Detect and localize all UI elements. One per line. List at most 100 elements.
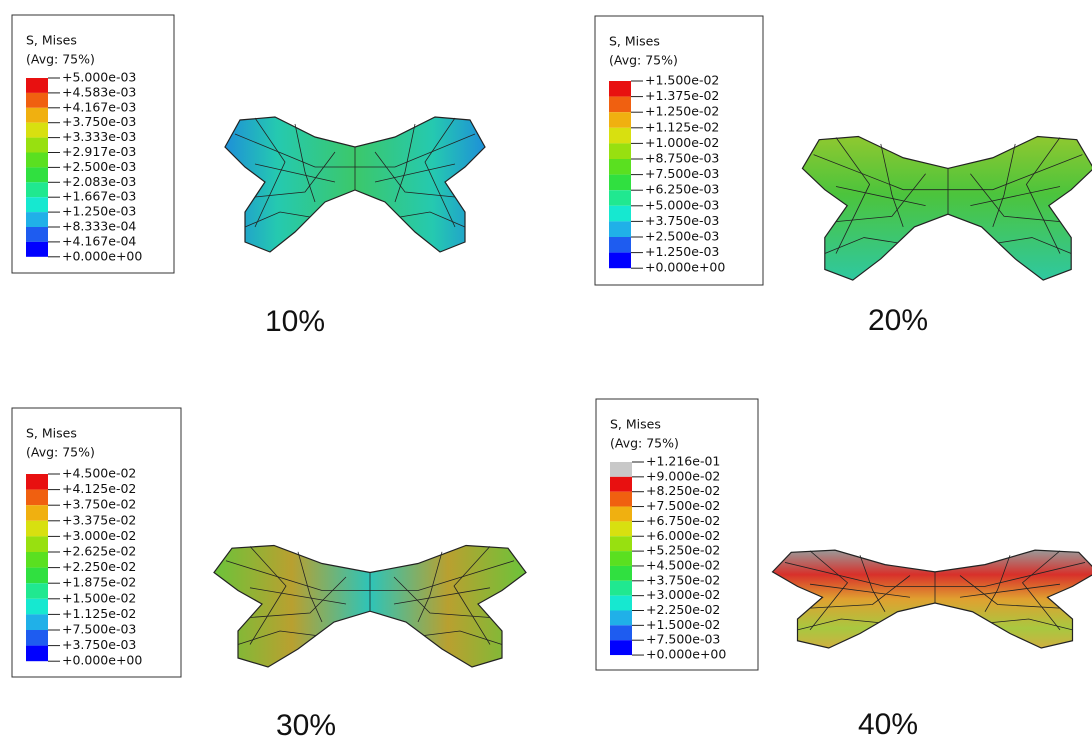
legend-label: +3.750e-02 bbox=[62, 497, 136, 512]
color-swatch bbox=[26, 242, 48, 257]
color-swatch bbox=[610, 521, 632, 536]
legend-label: +1.875e-02 bbox=[62, 575, 136, 590]
legend-title: S, Mises bbox=[26, 33, 77, 48]
legend-label: +1.250e-03 bbox=[62, 204, 136, 219]
legend-label: +1.125e-02 bbox=[645, 119, 719, 134]
color-swatch bbox=[610, 536, 632, 551]
legend-label: +7.500e-03 bbox=[646, 632, 720, 647]
legend-label: +3.750e-03 bbox=[62, 637, 136, 652]
color-swatch bbox=[26, 182, 48, 197]
color-swatch bbox=[609, 253, 631, 269]
legend-label: +6.750e-02 bbox=[646, 513, 720, 528]
color-swatch bbox=[609, 206, 631, 222]
legend-label: +6.000e-02 bbox=[646, 528, 720, 543]
caption: 10% bbox=[265, 305, 325, 338]
legend-label: +5.250e-02 bbox=[646, 543, 720, 558]
color-swatch bbox=[26, 474, 48, 490]
color-swatch bbox=[610, 566, 632, 581]
color-swatch bbox=[609, 128, 631, 144]
legend-label: +1.500e-02 bbox=[645, 73, 719, 88]
legend-title: S, Mises bbox=[26, 426, 77, 441]
legend-subtitle: (Avg: 75%) bbox=[26, 445, 95, 460]
legend-label: +2.917e-03 bbox=[62, 144, 136, 159]
legend-label: +4.167e-03 bbox=[62, 99, 136, 114]
color-swatch bbox=[609, 159, 631, 175]
caption: 30% bbox=[276, 709, 336, 740]
legend-title: S, Mises bbox=[609, 34, 660, 49]
legend-label: +1.125e-02 bbox=[62, 606, 136, 621]
legend-label: +3.750e-03 bbox=[62, 114, 136, 129]
legend-label: +1.500e-02 bbox=[646, 617, 720, 632]
color-swatch bbox=[609, 112, 631, 128]
color-swatch bbox=[610, 492, 632, 507]
color-swatch bbox=[609, 175, 631, 191]
legend-subtitle: (Avg: 75%) bbox=[26, 52, 95, 67]
color-swatch bbox=[610, 462, 632, 477]
legend-label: +8.333e-04 bbox=[62, 219, 136, 234]
color-swatch bbox=[26, 212, 48, 227]
mesh-shape bbox=[802, 136, 1092, 280]
legend-label: +8.250e-02 bbox=[646, 483, 720, 498]
legend-label: +1.667e-03 bbox=[62, 189, 136, 204]
color-swatch bbox=[26, 599, 48, 615]
legend-label: +1.250e-03 bbox=[645, 244, 719, 259]
color-swatch bbox=[26, 138, 48, 153]
color-swatch bbox=[609, 190, 631, 206]
color-swatch bbox=[26, 78, 48, 93]
color-swatch bbox=[26, 227, 48, 242]
legend-label: +3.375e-02 bbox=[62, 512, 136, 527]
mesh-shape bbox=[773, 550, 1092, 648]
legend-label: +0.000e+00 bbox=[646, 647, 726, 662]
color-swatch bbox=[26, 552, 48, 568]
color-swatch bbox=[610, 551, 632, 566]
legend-label: +2.500e-03 bbox=[62, 159, 136, 174]
legend-label: +2.500e-03 bbox=[645, 229, 719, 244]
color-swatch bbox=[610, 581, 632, 596]
color-swatch bbox=[609, 81, 631, 97]
legend-label: +5.000e-03 bbox=[62, 70, 136, 85]
legend-label: +0.000e+00 bbox=[62, 248, 142, 263]
legend-label: +4.500e-02 bbox=[646, 557, 720, 572]
color-swatch bbox=[26, 536, 48, 552]
color-swatch bbox=[26, 153, 48, 168]
legend-label: +8.750e-03 bbox=[645, 151, 719, 166]
color-swatch bbox=[609, 221, 631, 237]
legend-label: +4.583e-03 bbox=[62, 84, 136, 99]
legend-label: +3.000e-02 bbox=[62, 528, 136, 543]
color-swatch bbox=[610, 625, 632, 640]
color-swatch bbox=[26, 167, 48, 182]
legend-label: +3.750e-02 bbox=[646, 572, 720, 587]
color-swatch bbox=[609, 97, 631, 113]
legend-label: +4.125e-02 bbox=[62, 481, 136, 496]
color-swatch bbox=[26, 93, 48, 108]
legend-label: +2.250e-02 bbox=[646, 602, 720, 617]
legend-label: +9.000e-02 bbox=[646, 468, 720, 483]
caption: 20% bbox=[868, 304, 928, 337]
legend-label: +1.000e-02 bbox=[645, 135, 719, 150]
color-swatch bbox=[26, 521, 48, 537]
color-swatch bbox=[26, 646, 48, 662]
legend-label: +2.250e-02 bbox=[62, 559, 136, 574]
color-swatch bbox=[26, 505, 48, 521]
legend-label: +4.500e-02 bbox=[62, 466, 136, 481]
color-swatch bbox=[26, 108, 48, 123]
mesh-shape bbox=[214, 546, 526, 668]
color-swatch bbox=[26, 568, 48, 584]
legend-label: +2.625e-02 bbox=[62, 544, 136, 559]
color-swatch bbox=[609, 143, 631, 159]
caption: 40% bbox=[858, 708, 918, 740]
legend-subtitle: (Avg: 75%) bbox=[609, 53, 678, 68]
legend-label: +3.333e-03 bbox=[62, 129, 136, 144]
legend-label: +1.500e-02 bbox=[62, 590, 136, 605]
legend-label: +3.750e-03 bbox=[645, 213, 719, 228]
legend-label: +2.083e-03 bbox=[62, 174, 136, 189]
legend-title: S, Mises bbox=[610, 417, 661, 432]
color-swatch bbox=[610, 596, 632, 611]
legend-label: +7.500e-03 bbox=[645, 166, 719, 181]
legend-subtitle: (Avg: 75%) bbox=[610, 436, 679, 451]
color-swatch bbox=[26, 630, 48, 646]
legend-label: +0.000e+00 bbox=[62, 653, 142, 668]
legend-label: +7.500e-03 bbox=[62, 622, 136, 637]
legend-label: +4.167e-04 bbox=[62, 233, 136, 248]
legend-label: +1.250e-02 bbox=[645, 104, 719, 119]
